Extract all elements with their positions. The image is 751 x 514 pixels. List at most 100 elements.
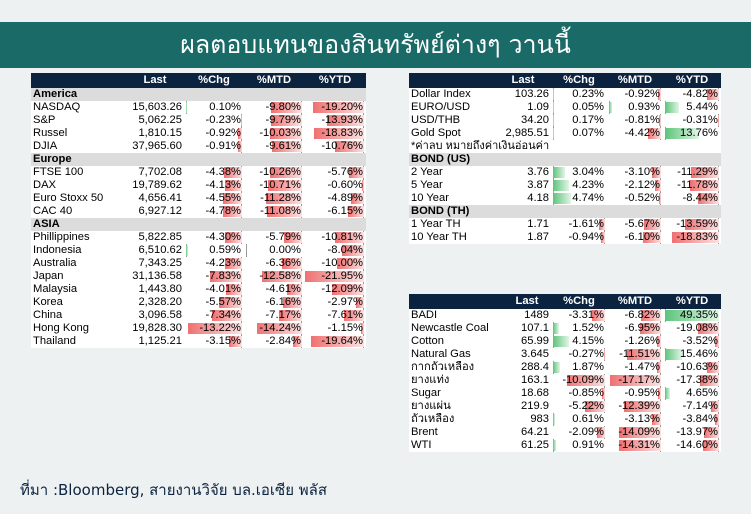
fx-bond-table: Last %Chg %MTD %YTD Dollar Index 103.26 0.23% -… [409,73,721,244]
chg-value: 1.52% [551,322,607,335]
data-bar [229,336,242,347]
chg-value: 0.05% [551,101,607,114]
asset-name: Malaysia [33,283,78,295]
last-value: 19,828.30 [132,322,182,334]
last-value: 2,985.51 [505,127,549,139]
asset-name: 5 Year [411,179,443,191]
last-value: 163.1 [521,374,549,386]
data-bar [689,180,719,191]
last-value: 61.25 [521,439,549,451]
asset-name: S&P [33,114,56,126]
data-bar [553,323,559,334]
data-bar [647,128,661,139]
data-bar [219,297,242,308]
data-bar [347,206,364,217]
mtd-value: -6.95% [624,322,661,335]
data-bar [262,271,302,282]
ytd-value: -0.31% [682,114,719,127]
ytd-value: -5.76% [327,166,364,179]
ytd-value: -10.81% [321,231,364,244]
table-row: Thailand 1,125.21 -3.15% -2.84% -19.64% [31,335,366,348]
last-value: 1.09 [527,101,549,113]
data-bar [305,271,364,282]
data-bar [697,323,719,334]
last-value: 7,702.08 [138,166,182,178]
data-bar [656,362,661,373]
ytd-value: -10.63% [676,361,719,374]
table-row: Dollar Index 103.26 0.23% -0.92% -4.82% [409,88,721,101]
source-note: ที่มา :Bloomberg, สายงานวิจัย บล.เอเซีย … [20,481,328,499]
mtd-value: -5.79% [265,231,302,244]
mtd-value: -2.84% [265,335,302,348]
data-bar [326,115,364,126]
data-bar [703,427,719,438]
chg-value: 0.61% [551,413,607,426]
table-row: Malaysia 1,443.80 -4.01% -4.61% -12.09% [31,283,366,296]
ytd-value: -4.89% [327,192,364,205]
ytd-value: -8.44% [682,192,719,205]
last-value: 1.87 [527,231,549,243]
ytd-value: -13.59% [676,218,719,231]
ytd-value: -3.84% [682,413,719,426]
chg-value: 0.91% [551,439,607,452]
mtd-value: -4.61% [265,283,302,296]
last-value: 37,965.60 [132,140,182,152]
asset-name: 1 Year TH [411,218,461,230]
chg-value: 4.74% [551,192,607,205]
table-row: ถั่วเหลือง 983 0.61% -3.13% -3.84% [409,413,721,426]
data-bar [283,232,302,243]
last-value: 3.87 [527,179,549,191]
column-header: %YTD [304,73,366,88]
ytd-value: -7.61% [327,309,364,322]
last-value: 4.18 [527,192,549,204]
data-bar [331,284,364,295]
header-blank [409,73,495,88]
section-row: Europe [31,153,366,166]
data-bar [270,128,302,139]
last-value: 2,328.20 [138,296,182,308]
data-bar [714,414,719,425]
chg-value: -13.22% [184,322,244,335]
last-value: 103.26 [514,88,549,100]
table-row: DAX 19,789.62 -4.13% -10.71% -0.60% [31,179,366,192]
last-value: 31,136.58 [132,270,182,282]
asset-name: NASDAQ [33,101,81,113]
table-row: Australia 7,343.25 -4.23% -6.36% -10.00% [31,257,366,270]
mtd-value: -10.03% [259,127,302,140]
table-row: EURO/USD 1.09 0.05% 0.93% 5.44% [409,101,721,114]
table-row: 2 Year 3.76 3.04% -3.10% -11.29% [409,166,721,179]
data-bar [597,427,605,438]
data-bar [360,323,364,334]
data-bar [350,193,364,204]
table-row: WTI 61.25 0.91% -14.31% -14.60% [409,439,721,452]
data-bar [640,323,661,334]
chg-value: -0.27% [568,348,605,361]
asset-name: Dollar Index [411,88,471,100]
data-bar [566,375,605,386]
last-value: 65.99 [521,335,549,347]
data-bar [690,167,719,178]
chg-value: -5.22% [568,400,605,413]
mtd-value: -3.10% [624,166,661,179]
asset-name: Euro Stoxx 50 [33,192,104,204]
data-bar [651,414,661,425]
column-header: Last [495,73,551,88]
asset-name: ถั่วเหลือง [411,413,455,425]
last-value: 64.21 [521,426,549,438]
last-value: 5,062.25 [138,114,182,126]
asset-name: BADI [411,309,438,321]
data-bar [665,102,679,113]
asset-name: China [33,309,63,321]
last-value: 1,810.15 [138,127,182,139]
chg-value: -4.23% [205,257,242,270]
chg-value: -4.30% [205,231,242,244]
chg-value: -1.61% [568,218,605,231]
chg-value: -3.31% [568,309,605,322]
column-header: %YTD [663,73,721,88]
data-bar [188,323,242,334]
data-bar [256,323,302,334]
column-header: Last [503,294,551,309]
mtd-value: -9.61% [265,140,302,153]
ytd-value: -19.20% [304,101,366,114]
data-bar [348,167,364,178]
